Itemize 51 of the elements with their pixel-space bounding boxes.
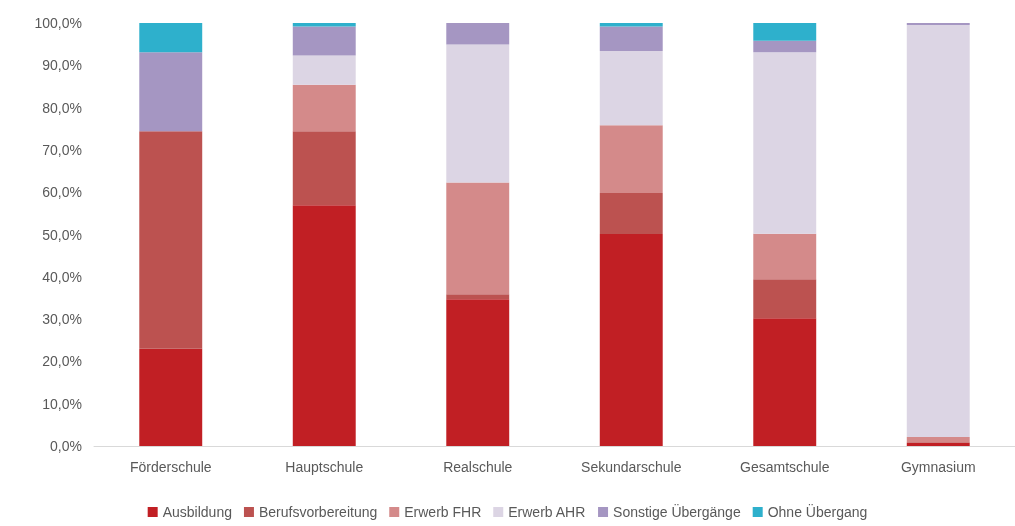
bar: [292, 84, 356, 132]
y-tick-label: 0,0%: [50, 438, 82, 454]
bar: [906, 437, 970, 443]
bar: [753, 23, 817, 41]
y-tick-label: 100,0%: [34, 15, 82, 31]
bar: [292, 205, 356, 446]
y-tick-label: 50,0%: [42, 226, 82, 243]
y-tick-label: 30,0%: [42, 311, 82, 328]
bar: [753, 52, 817, 234]
legend-label: Erwerb FHR: [404, 504, 482, 520]
bar: [446, 294, 510, 300]
x-tick-label: Gesamtschule: [740, 459, 830, 475]
bar: [446, 23, 510, 45]
bar: [599, 193, 663, 235]
x-tick-label: Hauptschule: [285, 459, 364, 475]
legend-label: Ohne Übergang: [767, 503, 868, 520]
bar: [753, 279, 817, 319]
bar: [446, 182, 510, 295]
y-tick-label: 40,0%: [42, 268, 82, 285]
bar: [753, 318, 817, 446]
bar: [139, 131, 203, 349]
legend-label: Sonstige Übergänge: [613, 503, 741, 520]
y-tick-label: 60,0%: [42, 184, 82, 201]
y-tick-label: 10,0%: [42, 395, 82, 412]
x-tick-label: Gymnasium: [900, 459, 976, 475]
legend-label: Berufsvorbereitung: [258, 504, 378, 520]
legend-label: Erwerb AHR: [508, 504, 586, 520]
bar: [599, 26, 663, 51]
y-tick-label: 80,0%: [42, 99, 82, 116]
bar: [753, 233, 817, 280]
bar: [292, 131, 356, 206]
bar: [292, 55, 356, 85]
bar: [292, 26, 356, 56]
bar: [139, 52, 203, 132]
x-tick-label: Sekundarschule: [581, 459, 682, 475]
legend-label: Ausbildung: [162, 504, 232, 520]
bar: [446, 299, 510, 446]
x-tick-label: Realschule: [443, 459, 513, 475]
bar: [446, 44, 510, 183]
bar: [139, 348, 203, 446]
bar: [599, 234, 663, 446]
bar: [139, 23, 203, 53]
y-tick-label: 70,0%: [42, 141, 82, 158]
bar: [906, 23, 970, 26]
y-tick-label: 90,0%: [42, 57, 82, 74]
bar: [599, 125, 663, 194]
bar: [599, 50, 663, 126]
bar: [753, 40, 817, 53]
y-tick-label: 20,0%: [42, 353, 82, 370]
x-tick-label: Förderschule: [129, 459, 212, 475]
bar: [906, 25, 970, 438]
